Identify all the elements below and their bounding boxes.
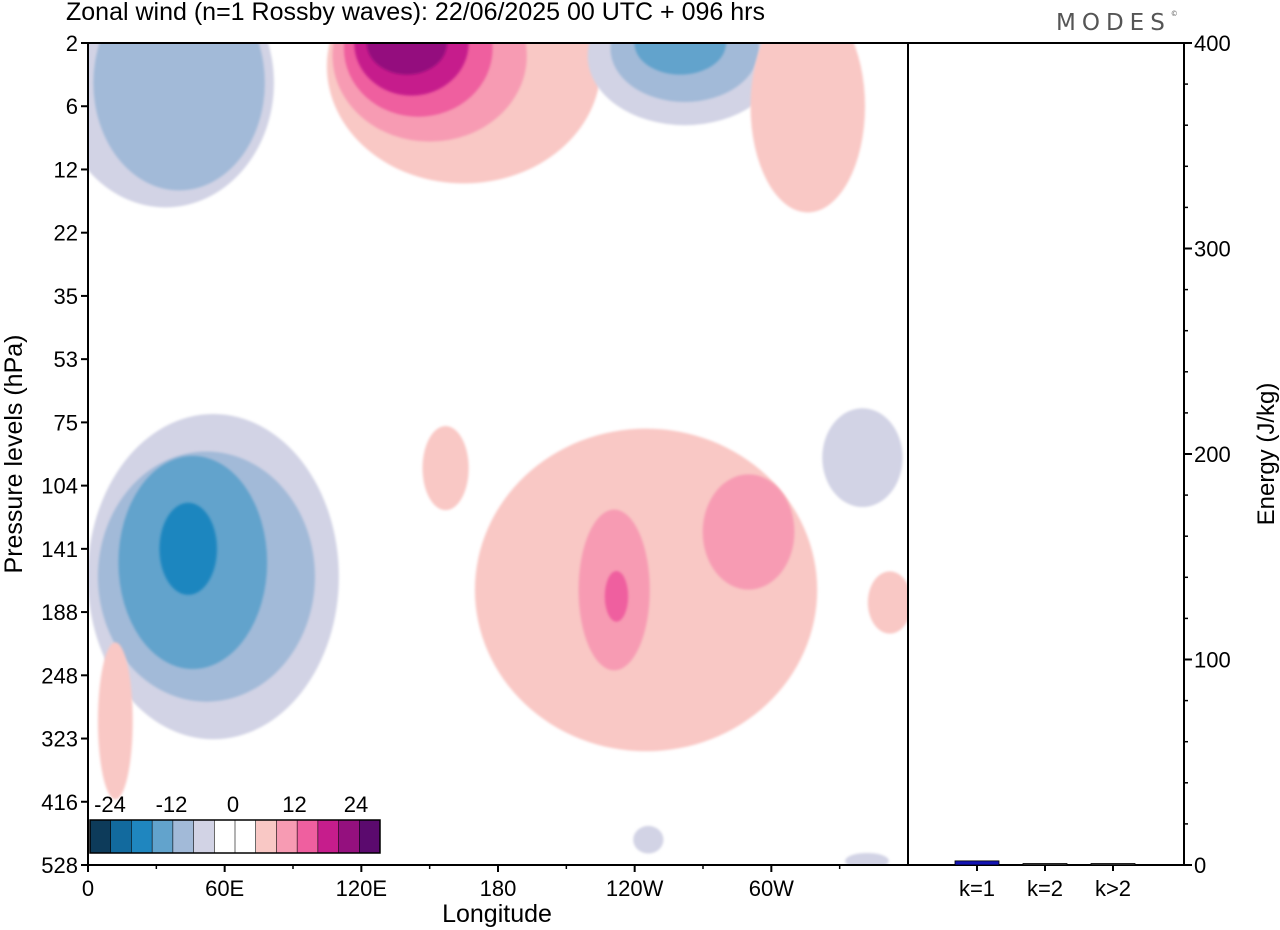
y-axis-label: Pressure levels (hPa) — [0, 335, 28, 574]
colorbar-swatch — [172, 820, 194, 853]
contour-9 — [634, 43, 727, 75]
y-tick-label: 416 — [41, 790, 78, 815]
y-tick-label: 188 — [41, 600, 78, 625]
logo-mark: © — [1170, 10, 1178, 18]
colorbar-label: 0 — [227, 792, 239, 817]
energy-bar — [1090, 863, 1136, 866]
colorbar-swatch — [131, 820, 153, 853]
contour-1 — [93, 43, 265, 191]
colorbar-swatch — [338, 820, 360, 853]
colorbar-swatch — [297, 820, 318, 853]
colorbar-label: 24 — [344, 792, 368, 817]
colorbar-swatch — [193, 820, 215, 853]
bar-category-label: k>2 — [1095, 876, 1131, 901]
y-tick-label: 2 — [66, 31, 78, 56]
logo-text: MODES — [1056, 10, 1171, 36]
colorbar-swatch — [255, 820, 277, 853]
energy-bars: k=1 k=2 k>2 — [954, 860, 1136, 901]
colorbar-swatch — [152, 820, 173, 853]
x-tick-label: 60W — [749, 876, 794, 901]
energy-tick-label: 300 — [1194, 237, 1231, 262]
colorbar: -24 -12 0 12 24 — [89, 792, 381, 854]
colorbar-swatch — [235, 820, 256, 853]
energy-tick-label: 400 — [1194, 31, 1231, 56]
modes-logo: MODES© — [1056, 10, 1178, 36]
y-tick-label: 53 — [54, 347, 78, 372]
colorbar-label: 12 — [282, 792, 306, 817]
y-tick-label: 12 — [54, 157, 78, 182]
y-tick-label: 22 — [54, 221, 78, 246]
energy-bar — [954, 860, 1000, 866]
y-tick-label: 323 — [41, 727, 78, 752]
colorbar-swatch — [90, 820, 111, 853]
energy-tick-label: 100 — [1194, 648, 1231, 673]
y-tick-label: 6 — [66, 94, 78, 119]
pressure-axis: 2 6 12 22 35 53 75 104 141 188 248 323 416 528 — [41, 31, 88, 878]
x-tick-label: 120E — [336, 876, 387, 901]
y-tick-label: 75 — [54, 410, 78, 435]
y-tick-label: 104 — [41, 474, 78, 499]
contour-21 — [97, 642, 133, 800]
x-tick-label: 120W — [606, 876, 664, 901]
energy-tick-label: 0 — [1194, 853, 1206, 878]
chart-title: Zonal wind (n=1 Rossby waves): 22/06/202… — [66, 0, 765, 26]
x-tick-label: 60E — [205, 876, 244, 901]
colorbar-label: -24 — [94, 792, 126, 817]
colorbar-label: -12 — [156, 792, 188, 817]
x-tick-label: 180 — [480, 876, 517, 901]
energy-axis: 0 100 200 300 400 — [1184, 31, 1231, 878]
colorbar-swatch — [317, 820, 339, 853]
x-tick-label: 0 — [82, 876, 94, 901]
energy-bar — [1022, 863, 1068, 866]
colorbar-swatch — [359, 820, 380, 853]
longitude-axis: 0 60E 120E 180 120W 60W — [82, 865, 841, 901]
contour-14 — [159, 502, 218, 595]
contour-20 — [867, 571, 908, 634]
colorbar-swatch — [214, 820, 235, 853]
x-axis-label: Longitude — [442, 900, 552, 928]
contour-18 — [604, 570, 629, 622]
contour-24 — [845, 852, 889, 865]
y-tick-label: 141 — [41, 537, 78, 562]
contour-6 — [366, 43, 448, 75]
y-tick-label: 35 — [54, 284, 78, 309]
energy-axis-label: Energy (J/kg) — [1253, 383, 1280, 526]
contour-field — [88, 43, 908, 865]
colorbar-swatch — [276, 820, 298, 853]
energy-tick-label: 200 — [1194, 442, 1231, 467]
y-tick-label: 528 — [41, 853, 78, 878]
colorbar-swatch — [110, 820, 132, 853]
contour-10 — [750, 43, 866, 213]
bar-category-label: k=2 — [1027, 876, 1063, 901]
y-tick-label: 248 — [41, 663, 78, 688]
contour-23 — [633, 825, 664, 854]
energy-panel-frame — [907, 42, 1185, 866]
contour-16 — [422, 426, 469, 511]
contour-19 — [702, 474, 795, 590]
contour-22 — [822, 408, 903, 508]
bar-category-label: k=1 — [959, 876, 995, 901]
